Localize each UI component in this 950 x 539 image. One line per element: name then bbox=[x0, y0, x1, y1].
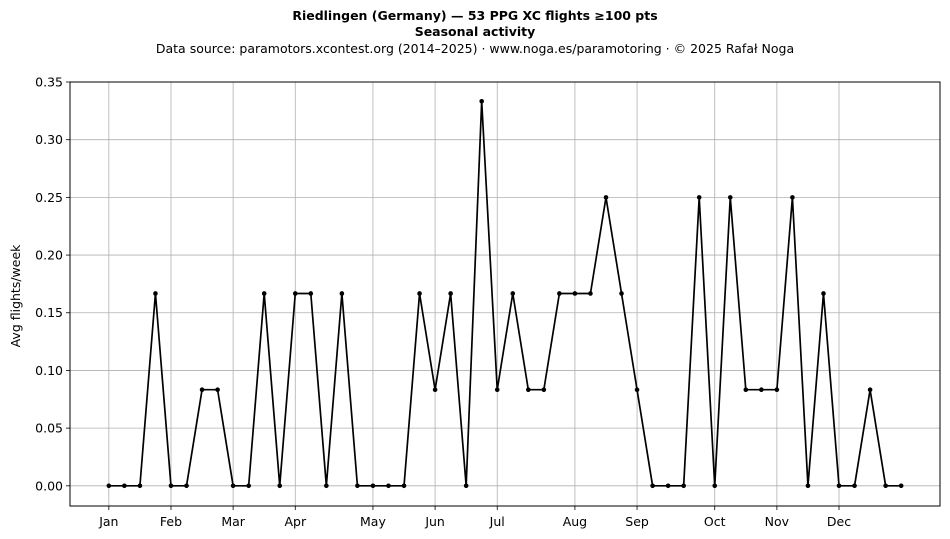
chart-title-block: Riedlingen (Germany) — 53 PPG XC flights… bbox=[0, 8, 950, 57]
y-tick-label: 0.05 bbox=[35, 421, 63, 436]
data-point bbox=[432, 387, 438, 393]
y-tick-label: 0.30 bbox=[35, 132, 63, 147]
series-line-group bbox=[106, 98, 904, 489]
data-point bbox=[836, 483, 842, 489]
data-point bbox=[541, 387, 547, 393]
y-tick-label: 0.25 bbox=[35, 190, 63, 205]
x-tick-label: Apr bbox=[284, 514, 306, 529]
data-point bbox=[199, 387, 205, 393]
data-point bbox=[479, 98, 484, 104]
data-point bbox=[774, 387, 780, 393]
chart-title: Riedlingen (Germany) — 53 PPG XC flights… bbox=[292, 8, 658, 23]
data-point bbox=[463, 483, 469, 489]
data-point bbox=[308, 291, 314, 296]
x-tick-label: Sep bbox=[625, 514, 649, 529]
data-point bbox=[898, 483, 904, 489]
data-point bbox=[727, 195, 733, 200]
data-point bbox=[355, 483, 360, 489]
x-tick-label: Jul bbox=[489, 514, 505, 529]
data-point bbox=[790, 195, 795, 200]
y-tick-label: 0.10 bbox=[35, 363, 63, 378]
data-point bbox=[106, 483, 112, 489]
chart-subtitle: Data source: paramotors.xcontest.org (20… bbox=[155, 41, 795, 56]
data-point bbox=[153, 291, 158, 296]
data-point bbox=[665, 483, 671, 489]
data-point bbox=[696, 195, 702, 200]
data-point bbox=[712, 483, 718, 489]
data-point bbox=[494, 387, 500, 393]
x-tick-label: Dec bbox=[827, 514, 851, 529]
data-point bbox=[852, 483, 857, 489]
grid-lines bbox=[70, 81, 940, 506]
x-tick-label: Feb bbox=[160, 514, 182, 529]
data-point bbox=[292, 291, 298, 296]
data-point bbox=[805, 483, 811, 489]
axes bbox=[69, 81, 941, 507]
data-point bbox=[246, 483, 251, 489]
x-tick-label: Aug bbox=[563, 514, 587, 529]
data-point bbox=[681, 483, 686, 489]
data-point bbox=[370, 483, 376, 489]
data-point bbox=[588, 291, 593, 296]
data-point bbox=[572, 291, 578, 296]
data-point bbox=[867, 387, 873, 393]
data-point bbox=[122, 483, 127, 489]
x-ticks: Jan Feb Mar Apr May Jun Jul Aug Sep Oct Nov Dec bbox=[98, 506, 851, 529]
data-point bbox=[215, 387, 220, 393]
data-point bbox=[277, 483, 283, 489]
data-point bbox=[603, 195, 609, 200]
data-point bbox=[821, 291, 826, 296]
y-tick-label: 0.00 bbox=[35, 478, 63, 493]
data-point bbox=[417, 291, 422, 296]
x-tick-label: Mar bbox=[221, 514, 245, 529]
data-point bbox=[526, 387, 531, 393]
data-point bbox=[619, 291, 624, 296]
data-point bbox=[137, 483, 143, 489]
y-tick-label: 0.20 bbox=[35, 248, 63, 263]
data-point bbox=[261, 291, 267, 296]
data-point bbox=[386, 483, 391, 489]
data-point bbox=[324, 483, 329, 489]
chart-title-line2: Seasonal activity bbox=[414, 24, 536, 39]
data-point bbox=[634, 387, 640, 393]
data-point bbox=[184, 483, 189, 489]
data-point bbox=[401, 483, 407, 489]
data-point bbox=[743, 387, 749, 393]
y-ticks: 0.00 0.05 0.10 0.15 0.20 0.25 0.30 0.35 bbox=[35, 75, 70, 493]
x-tick-label: May bbox=[360, 514, 386, 529]
data-point bbox=[510, 291, 516, 296]
data-point bbox=[339, 291, 345, 296]
y-tick-label: 0.15 bbox=[35, 305, 63, 320]
data-point bbox=[168, 483, 174, 489]
x-tick-label: Jun bbox=[424, 514, 445, 529]
data-point bbox=[448, 291, 453, 296]
x-tick-label: Jan bbox=[98, 514, 118, 529]
data-point bbox=[883, 483, 888, 489]
plot-frame bbox=[69, 81, 941, 507]
y-tick-label: 0.35 bbox=[35, 75, 63, 90]
data-point bbox=[557, 291, 562, 296]
series-line bbox=[108, 100, 902, 487]
data-point bbox=[759, 387, 764, 393]
data-point bbox=[650, 483, 655, 489]
data-point bbox=[230, 483, 236, 489]
x-tick-label: Oct bbox=[704, 514, 726, 529]
x-tick-label: Nov bbox=[765, 514, 790, 529]
y-axis-label: Avg flights/week bbox=[8, 244, 23, 348]
